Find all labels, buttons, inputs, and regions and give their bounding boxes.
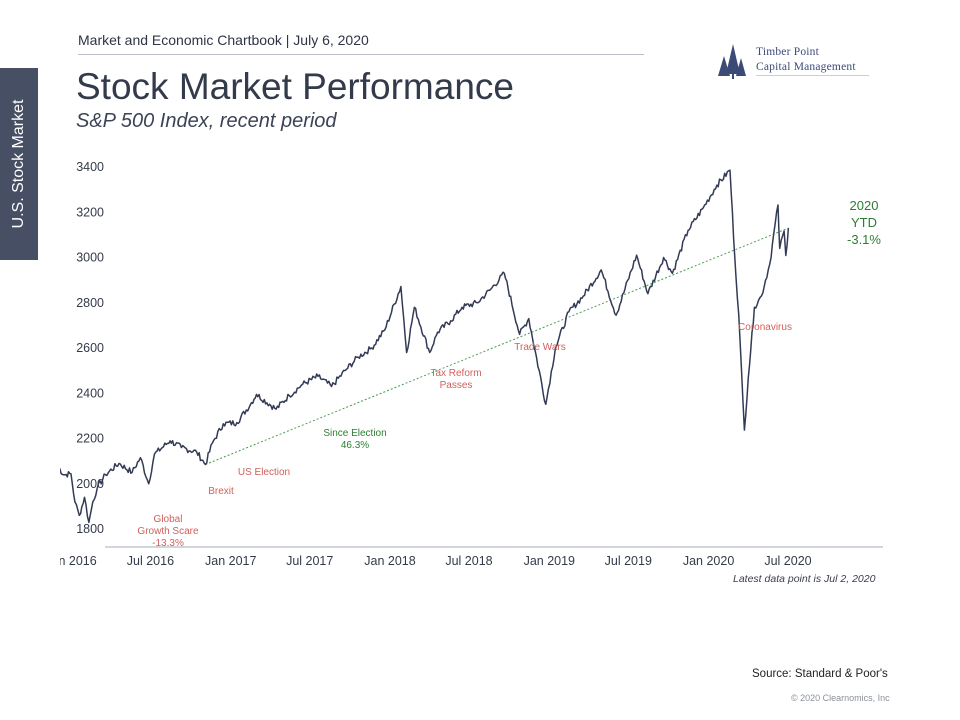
section-tab[interactable]: U.S. Stock Market bbox=[0, 68, 38, 260]
chart-annotation-label: Passes bbox=[440, 380, 473, 391]
y-tick-label: 2800 bbox=[76, 296, 104, 310]
chart-annotation-label: Tax Reform bbox=[430, 368, 481, 379]
chart-annotation-label: Coronavirus bbox=[738, 322, 792, 333]
chart-annotation-label: Global bbox=[154, 514, 183, 525]
x-tick-label: Jul 2020 bbox=[764, 554, 811, 568]
chart-annotation-label: -3.1% bbox=[847, 232, 881, 247]
chart-annotation-label: Trade Wars bbox=[514, 342, 566, 353]
y-tick-label: 2200 bbox=[76, 432, 104, 446]
page-subtitle: S&P 500 Index, recent period bbox=[76, 110, 337, 132]
x-tick-label: Jan 2019 bbox=[524, 554, 575, 568]
x-tick-label: Jan 2018 bbox=[364, 554, 415, 568]
chart-annotation-label: Since Election bbox=[323, 428, 386, 439]
pine-trees-icon bbox=[718, 44, 746, 79]
y-tick-label: 2600 bbox=[76, 341, 104, 355]
company-name-line1: Timber Point bbox=[756, 46, 820, 58]
copyright-note: © 2020 Clearnomics, Inc bbox=[791, 693, 890, 703]
x-tick-label: Jan 2016 bbox=[60, 554, 97, 568]
x-tick-label: Jan 2020 bbox=[683, 554, 734, 568]
chart-annotation-label: -13.3% bbox=[152, 538, 184, 549]
section-tab-label: U.S. Stock Market bbox=[10, 99, 27, 229]
chart-annotation-label: Growth Scare bbox=[137, 526, 199, 537]
company-logo: Timber Point Capital Management bbox=[710, 38, 870, 80]
chart-annotation-label: US Election bbox=[238, 467, 290, 478]
chart-annotation-label: YTD bbox=[851, 215, 877, 230]
page-title: Stock Market Performance bbox=[76, 66, 514, 107]
x-tick-label: Jul 2019 bbox=[605, 554, 652, 568]
sp500-line-chart: 1800 2000 2200 2400 2600 2800 3000 3200 3400 Jan … bbox=[60, 160, 883, 568]
header-bar: Market and Economic Chartbook | July 6, … bbox=[78, 30, 644, 55]
y-tick-label: 3400 bbox=[76, 160, 104, 174]
since-election-trend-line bbox=[205, 227, 789, 465]
y-tick-label: 1800 bbox=[76, 522, 104, 536]
y-tick-label: 3000 bbox=[76, 251, 104, 265]
company-name-line2: Capital Management bbox=[756, 61, 856, 73]
company-name: Timber Point Capital Management bbox=[756, 45, 856, 75]
y-tick-label: 2000 bbox=[76, 477, 104, 491]
x-tick-label: Jul 2017 bbox=[286, 554, 333, 568]
chart-annotation-label: 46.3% bbox=[341, 440, 369, 451]
x-tick-label: Jul 2018 bbox=[445, 554, 492, 568]
source-note: Source: Standard & Poor's bbox=[752, 668, 888, 680]
chartbook-header: Market and Economic Chartbook | July 6, … bbox=[78, 32, 369, 48]
latest-data-note: Latest data point is Jul 2, 2020 bbox=[733, 573, 876, 585]
logo-rule bbox=[756, 75, 869, 76]
chart-annotation-label: Brexit bbox=[208, 486, 234, 497]
sp500-series-line bbox=[60, 169, 790, 524]
chart-annotation-label: 2020 bbox=[850, 198, 879, 213]
y-tick-label: 3200 bbox=[76, 205, 104, 219]
x-tick-label: Jul 2016 bbox=[127, 554, 174, 568]
y-tick-label: 2400 bbox=[76, 386, 104, 400]
x-tick-label: Jan 2017 bbox=[205, 554, 256, 568]
